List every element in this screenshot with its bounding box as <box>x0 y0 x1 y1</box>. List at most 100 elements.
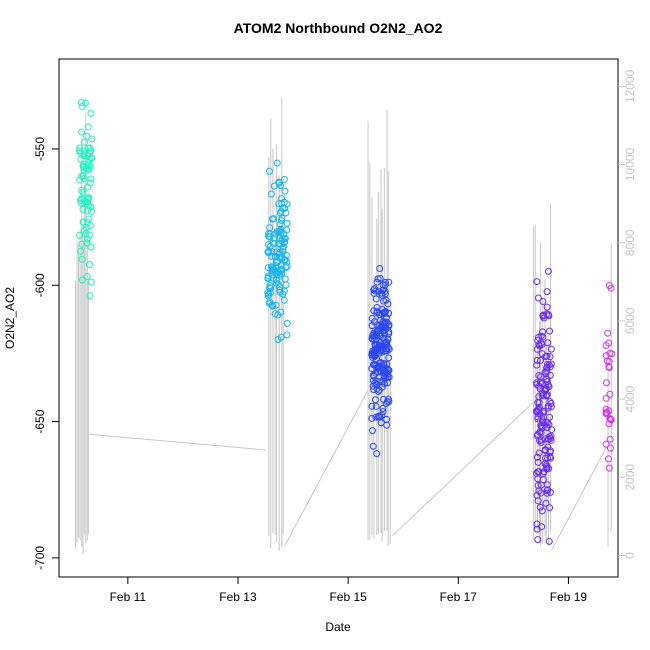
data-point <box>270 240 278 248</box>
data-point <box>371 361 379 369</box>
data-point <box>78 276 86 284</box>
data-point <box>536 428 544 436</box>
data-point <box>273 258 281 266</box>
data-point <box>544 443 552 451</box>
data-point <box>533 278 541 286</box>
data-point <box>369 377 377 385</box>
data-point <box>605 282 613 290</box>
data-point <box>541 447 549 455</box>
y2-tick-label: 12000 <box>623 69 637 103</box>
data-point <box>269 267 277 275</box>
y-tick-label: -650 <box>33 409 47 433</box>
data-point <box>534 294 542 302</box>
data-point <box>84 123 92 131</box>
data-point <box>533 356 541 364</box>
data-point <box>605 420 613 428</box>
data-point <box>82 200 90 208</box>
data-point <box>538 523 546 531</box>
data-point <box>543 487 551 495</box>
data-point <box>534 458 542 466</box>
data-point <box>537 439 545 447</box>
data-point <box>281 204 289 212</box>
data-point <box>269 239 277 247</box>
data-point <box>536 385 544 393</box>
data-point <box>264 289 272 297</box>
data-point <box>280 239 288 247</box>
data-point <box>542 454 550 462</box>
data-point <box>78 255 86 263</box>
data-point <box>75 147 83 155</box>
data-point <box>87 278 95 286</box>
data-point <box>276 248 284 256</box>
data-point <box>539 470 547 478</box>
data-point <box>370 372 378 380</box>
data-point <box>79 194 87 202</box>
data-point <box>547 345 555 353</box>
data-point <box>86 144 94 152</box>
data-point <box>607 415 615 423</box>
data-point <box>539 333 547 341</box>
data-point <box>370 286 378 294</box>
y-tick-label: -550 <box>33 137 47 161</box>
data-point <box>283 319 291 327</box>
data-point <box>602 394 610 402</box>
data-point <box>270 182 278 190</box>
data-point <box>87 207 95 215</box>
data-point <box>537 356 545 364</box>
data-point <box>543 288 551 296</box>
data-point <box>86 231 94 239</box>
data-point <box>374 387 382 395</box>
data-point <box>605 364 613 372</box>
data-point <box>283 331 291 339</box>
data-point <box>78 186 86 194</box>
data-point <box>280 296 288 304</box>
data-point <box>76 231 84 239</box>
data-point <box>276 227 284 235</box>
data-point <box>378 411 386 419</box>
data-point <box>79 218 87 226</box>
data-point <box>378 383 386 391</box>
data-point <box>542 370 550 378</box>
data-point <box>371 285 379 293</box>
data-point <box>376 264 384 272</box>
scatter-points <box>75 99 616 545</box>
data-point <box>78 172 86 180</box>
data-point <box>272 301 280 309</box>
data-point <box>273 248 281 256</box>
data-point <box>544 402 552 410</box>
data-point <box>602 440 610 448</box>
y2-tick-label: 4000 <box>623 385 637 412</box>
data-point <box>543 424 551 432</box>
data-point <box>267 190 275 198</box>
data-point <box>546 353 554 361</box>
data-point <box>77 99 85 107</box>
data-point <box>546 398 554 406</box>
data-point <box>544 267 552 275</box>
data-point <box>546 434 554 442</box>
y2-tick-label: 10000 <box>623 148 637 182</box>
data-point <box>81 138 89 146</box>
data-point <box>273 270 281 278</box>
data-point <box>368 402 376 410</box>
data-point <box>88 135 96 143</box>
data-point <box>274 271 282 279</box>
data-point <box>275 178 283 186</box>
data-point <box>538 350 546 358</box>
data-point <box>78 128 86 136</box>
data-point <box>542 461 550 469</box>
data-point <box>385 366 393 374</box>
data-point <box>267 263 275 271</box>
data-point <box>384 300 392 308</box>
data-point <box>535 487 543 495</box>
data-point <box>535 333 543 341</box>
data-point <box>606 444 614 452</box>
data-point <box>537 373 545 381</box>
data-point <box>543 419 551 427</box>
data-point <box>535 468 543 476</box>
data-point <box>369 332 377 340</box>
data-point <box>87 109 95 117</box>
data-point <box>278 266 286 274</box>
data-point <box>372 295 380 303</box>
data-point <box>602 341 610 349</box>
